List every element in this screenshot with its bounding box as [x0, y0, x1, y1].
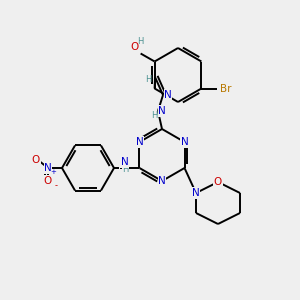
Text: N: N	[44, 163, 52, 173]
Text: N: N	[121, 157, 128, 167]
Text: +: +	[50, 169, 56, 175]
Text: Br: Br	[220, 83, 231, 94]
Text: N: N	[158, 176, 166, 186]
Text: N: N	[164, 90, 172, 100]
Text: H: H	[151, 110, 157, 119]
Text: O: O	[44, 176, 52, 186]
Text: H: H	[145, 74, 151, 83]
Text: N: N	[158, 106, 166, 116]
Text: O: O	[32, 155, 40, 165]
Text: H: H	[122, 164, 129, 173]
Text: -: -	[55, 182, 58, 190]
Text: O: O	[130, 43, 139, 52]
Text: O: O	[214, 177, 222, 187]
Text: N: N	[136, 137, 143, 147]
Text: N: N	[192, 188, 200, 198]
Text: N: N	[181, 137, 188, 147]
Text: H: H	[137, 37, 144, 46]
